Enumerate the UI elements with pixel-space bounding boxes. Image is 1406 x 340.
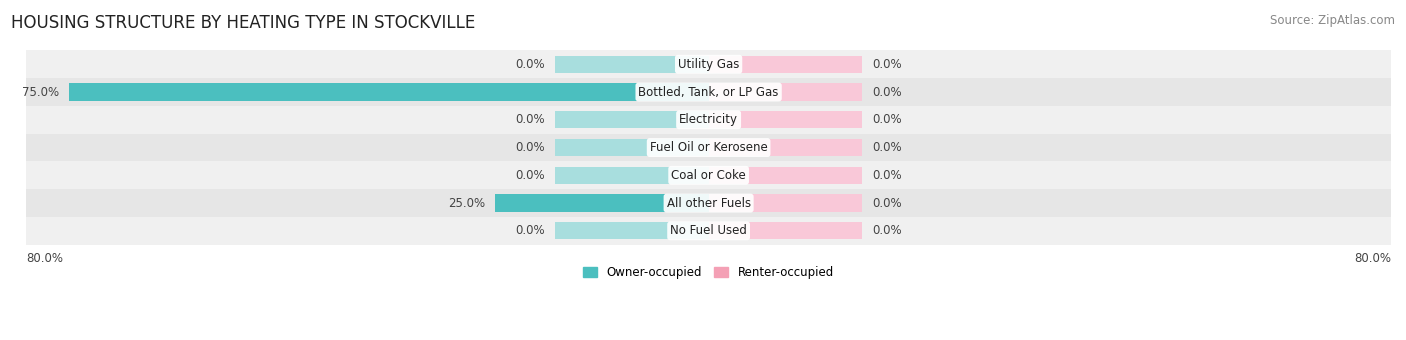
Text: 80.0%: 80.0% [27,252,63,265]
Bar [495,194,709,212]
Text: 0.0%: 0.0% [872,197,903,209]
Text: 0.0%: 0.0% [515,113,546,126]
Text: 0.0%: 0.0% [872,169,903,182]
Text: 25.0%: 25.0% [449,197,485,209]
Bar [27,106,1391,134]
Legend: Owner-occupied, Renter-occupied: Owner-occupied, Renter-occupied [578,261,839,284]
Bar [709,83,862,101]
Text: No Fuel Used: No Fuel Used [671,224,747,237]
Text: Electricity: Electricity [679,113,738,126]
Bar [709,56,862,73]
Text: Fuel Oil or Kerosene: Fuel Oil or Kerosene [650,141,768,154]
Text: 0.0%: 0.0% [872,86,903,99]
Text: Utility Gas: Utility Gas [678,58,740,71]
Text: HOUSING STRUCTURE BY HEATING TYPE IN STOCKVILLE: HOUSING STRUCTURE BY HEATING TYPE IN STO… [11,14,475,32]
Text: All other Fuels: All other Fuels [666,197,751,209]
Bar [555,56,709,73]
Text: 0.0%: 0.0% [872,141,903,154]
Bar [555,194,709,212]
Bar [555,167,709,184]
Bar [27,217,1391,245]
Bar [709,194,862,212]
Bar [555,83,709,101]
Text: Source: ZipAtlas.com: Source: ZipAtlas.com [1270,14,1395,27]
Bar [27,162,1391,189]
Text: Bottled, Tank, or LP Gas: Bottled, Tank, or LP Gas [638,86,779,99]
Bar [27,78,1391,106]
Text: 0.0%: 0.0% [515,224,546,237]
Bar [555,139,709,156]
Text: 0.0%: 0.0% [872,58,903,71]
Bar [709,139,862,156]
Text: 0.0%: 0.0% [515,58,546,71]
Bar [555,222,709,239]
Text: 0.0%: 0.0% [872,113,903,126]
Text: 0.0%: 0.0% [872,224,903,237]
Bar [27,134,1391,162]
Bar [709,222,862,239]
Bar [709,167,862,184]
Bar [27,189,1391,217]
Text: 0.0%: 0.0% [515,169,546,182]
Bar [27,50,1391,78]
Text: 75.0%: 75.0% [21,86,59,99]
Text: 80.0%: 80.0% [1354,252,1391,265]
Text: 0.0%: 0.0% [515,141,546,154]
Text: Coal or Coke: Coal or Coke [671,169,747,182]
Bar [69,83,709,101]
Bar [709,111,862,129]
Bar [555,111,709,129]
